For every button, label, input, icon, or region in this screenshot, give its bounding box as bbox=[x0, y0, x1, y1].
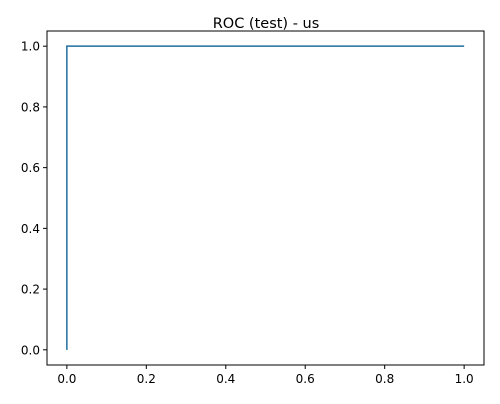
y-tick-label: 0.4 bbox=[21, 222, 40, 236]
roc-curve-line bbox=[66, 45, 465, 350]
y-tick-label: 0.0 bbox=[21, 343, 40, 357]
plot-frame bbox=[46, 30, 485, 366]
y-tick-label: 0.6 bbox=[21, 161, 40, 175]
y-tick-label: 0.8 bbox=[21, 100, 40, 114]
series-layer bbox=[66, 45, 465, 350]
x-tick-label: 1.0 bbox=[455, 372, 474, 386]
chart-title: ROC (test) - us bbox=[213, 16, 320, 32]
y-axis: 0.0 0.2 0.4 0.6 0.8 1.0 bbox=[21, 40, 47, 357]
y-tick-label: 1.0 bbox=[21, 40, 40, 54]
x-tick-label: 0.2 bbox=[137, 372, 156, 386]
x-axis: 0.0 0.2 0.4 0.6 0.8 1.0 bbox=[57, 365, 474, 386]
x-tick-label: 0.8 bbox=[375, 372, 394, 386]
y-tick-label: 0.2 bbox=[21, 283, 40, 297]
x-tick-label: 0.0 bbox=[57, 372, 76, 386]
x-tick-label: 0.6 bbox=[296, 372, 315, 386]
x-tick-label: 0.4 bbox=[216, 372, 235, 386]
